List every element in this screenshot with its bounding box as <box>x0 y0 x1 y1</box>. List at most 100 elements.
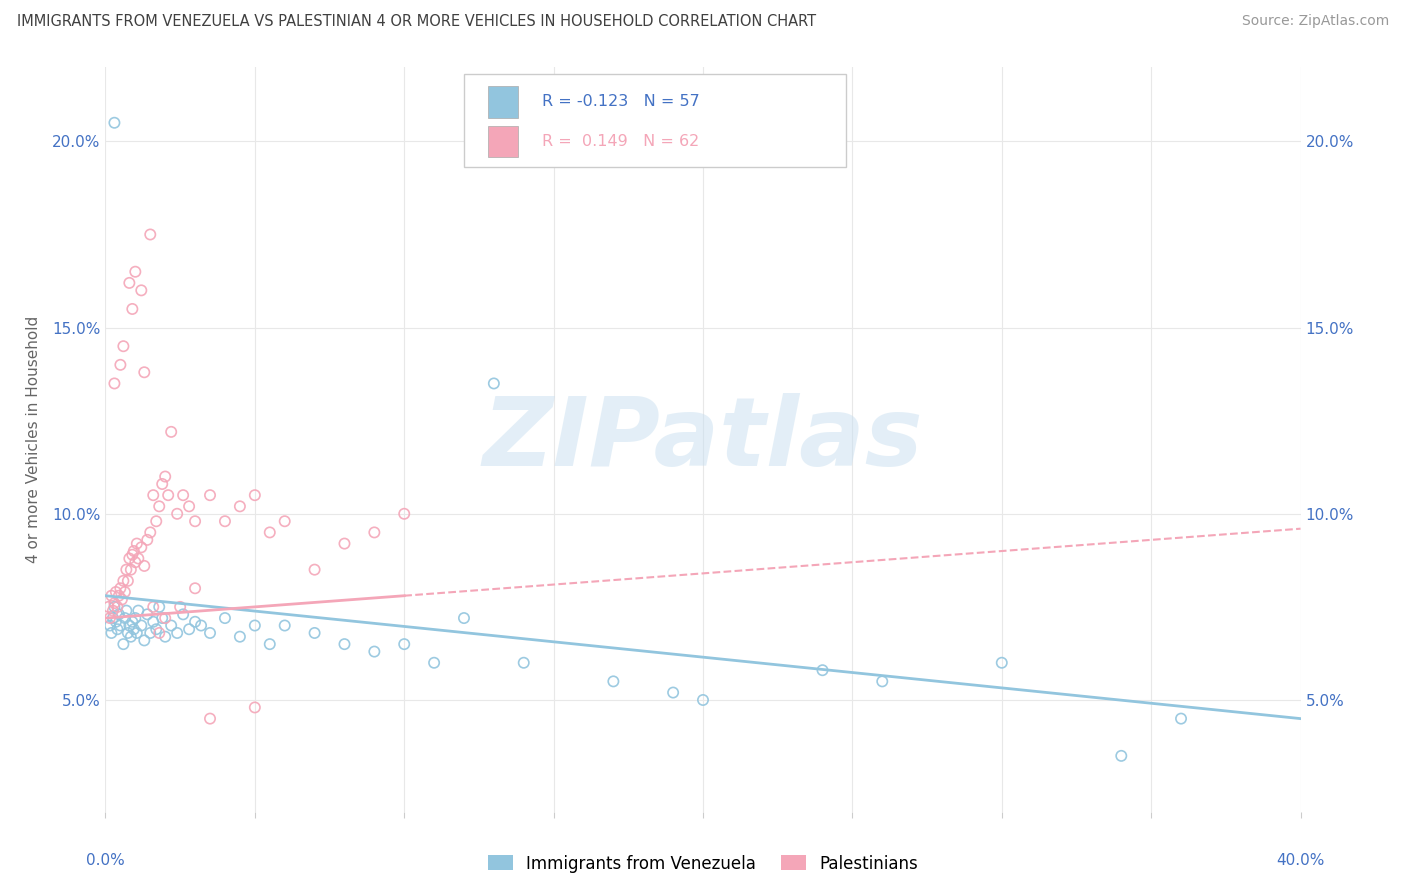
Text: R =  0.149   N = 62: R = 0.149 N = 62 <box>541 134 699 149</box>
Point <box>1111 748 1133 763</box>
Point <box>101 611 124 625</box>
Point <box>157 488 180 502</box>
Point <box>304 626 326 640</box>
Point <box>172 607 194 622</box>
Point <box>259 637 281 651</box>
Point <box>104 585 127 599</box>
Point <box>108 607 131 622</box>
Point <box>169 599 191 614</box>
Point <box>184 514 207 528</box>
Point <box>243 488 266 502</box>
Point <box>392 507 416 521</box>
Point <box>98 611 121 625</box>
Point <box>114 611 136 625</box>
Point <box>142 488 165 502</box>
Text: R = -0.123   N = 57: R = -0.123 N = 57 <box>541 95 699 110</box>
Point <box>172 488 194 502</box>
Point <box>184 615 207 629</box>
Point <box>120 630 142 644</box>
Text: IMMIGRANTS FROM VENEZUELA VS PALESTINIAN 4 OR MORE VEHICLES IN HOUSEHOLD CORRELA: IMMIGRANTS FROM VENEZUELA VS PALESTINIAN… <box>17 14 815 29</box>
Point <box>136 533 159 547</box>
Point <box>100 626 122 640</box>
Point <box>121 301 143 316</box>
Point <box>273 514 295 528</box>
Point <box>150 611 173 625</box>
FancyBboxPatch shape <box>464 74 846 168</box>
Text: Source: ZipAtlas.com: Source: ZipAtlas.com <box>1241 14 1389 29</box>
Text: 0.0%: 0.0% <box>86 853 125 868</box>
Text: ZIPatlas: ZIPatlas <box>482 392 924 486</box>
Point <box>423 656 446 670</box>
Point <box>811 663 834 677</box>
Point <box>142 599 165 614</box>
Point <box>333 536 356 550</box>
Point <box>97 599 120 614</box>
Point <box>513 656 536 670</box>
FancyBboxPatch shape <box>488 126 517 157</box>
Point <box>148 500 170 514</box>
Point <box>214 611 236 625</box>
Point <box>104 615 127 629</box>
Point <box>198 626 221 640</box>
Point <box>118 551 141 566</box>
Point <box>122 622 145 636</box>
Point <box>229 630 252 644</box>
Point <box>129 283 153 297</box>
Point <box>142 615 165 629</box>
Point <box>136 607 159 622</box>
Point <box>1170 712 1192 726</box>
Point <box>139 626 162 640</box>
Point <box>127 551 149 566</box>
Point <box>114 585 136 599</box>
Point <box>115 604 138 618</box>
Point <box>145 514 167 528</box>
Point <box>177 500 200 514</box>
Text: 40.0%: 40.0% <box>1277 853 1324 868</box>
Point <box>112 637 135 651</box>
Point <box>110 618 132 632</box>
Y-axis label: 4 or more Vehicles in Household: 4 or more Vehicles in Household <box>27 316 41 563</box>
Point <box>166 507 188 521</box>
Point <box>118 276 141 290</box>
Point <box>150 477 173 491</box>
Point <box>990 656 1012 670</box>
Point <box>134 365 156 379</box>
Point <box>111 592 134 607</box>
Point <box>160 618 183 632</box>
Point <box>692 693 714 707</box>
Point <box>482 376 505 391</box>
Point <box>117 626 139 640</box>
Point <box>243 618 266 632</box>
Point <box>103 376 125 391</box>
Point <box>139 227 162 242</box>
Point <box>333 637 356 651</box>
Point <box>160 425 183 439</box>
Point <box>214 514 236 528</box>
FancyBboxPatch shape <box>488 87 517 118</box>
Point <box>363 525 385 540</box>
Point <box>662 685 685 699</box>
Point <box>112 339 135 353</box>
Point <box>198 712 221 726</box>
Point <box>122 544 145 558</box>
Point <box>273 618 295 632</box>
Point <box>124 555 146 569</box>
Point <box>148 626 170 640</box>
Point <box>304 563 326 577</box>
Point <box>107 599 129 614</box>
Point <box>118 618 141 632</box>
Point <box>153 611 177 625</box>
Point <box>229 500 252 514</box>
Point <box>98 618 121 632</box>
Point <box>243 700 266 714</box>
Point <box>129 541 153 555</box>
Point <box>190 618 212 632</box>
Point <box>103 596 125 610</box>
Point <box>101 604 124 618</box>
Point <box>184 582 207 596</box>
Point <box>177 622 200 636</box>
Point <box>124 611 146 625</box>
Point <box>134 633 156 648</box>
Point <box>125 626 148 640</box>
Point <box>872 674 894 689</box>
